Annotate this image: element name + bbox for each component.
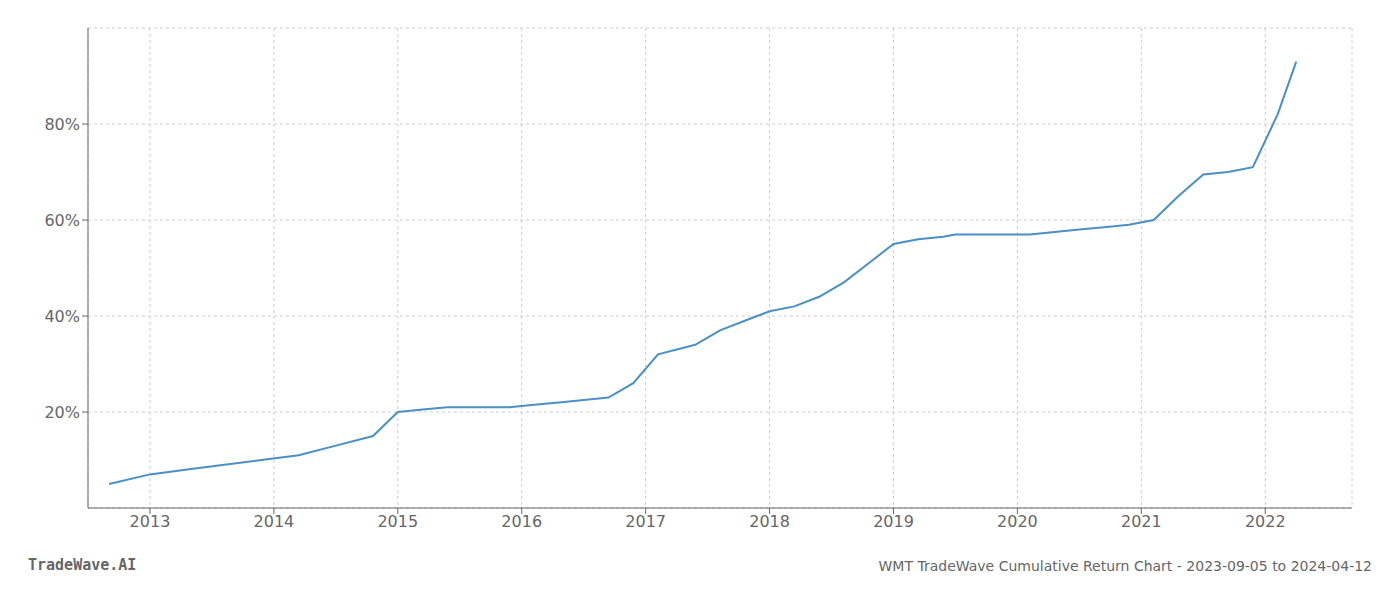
svg-text:40%: 40%: [44, 307, 80, 326]
svg-text:2017: 2017: [625, 512, 666, 531]
svg-text:2021: 2021: [1121, 512, 1162, 531]
svg-text:2020: 2020: [997, 512, 1038, 531]
svg-text:60%: 60%: [44, 211, 80, 230]
svg-text:2022: 2022: [1245, 512, 1286, 531]
svg-text:80%: 80%: [44, 115, 80, 134]
svg-text:2019: 2019: [873, 512, 914, 531]
html-text:TradeWave.AI: TradeWave.AI: [28, 556, 137, 574]
html-text:WMT TradeWave Cumulative Retur: WMT TradeWave Cumulative Return Chart - …: [878, 558, 1372, 574]
svg-text:2016: 2016: [501, 512, 542, 531]
svg-text:2014: 2014: [254, 512, 295, 531]
svg-text:2013: 2013: [130, 512, 171, 531]
svg-text:20%: 20%: [44, 403, 80, 422]
svg-text:2018: 2018: [749, 512, 790, 531]
svg-text:2015: 2015: [377, 512, 418, 531]
